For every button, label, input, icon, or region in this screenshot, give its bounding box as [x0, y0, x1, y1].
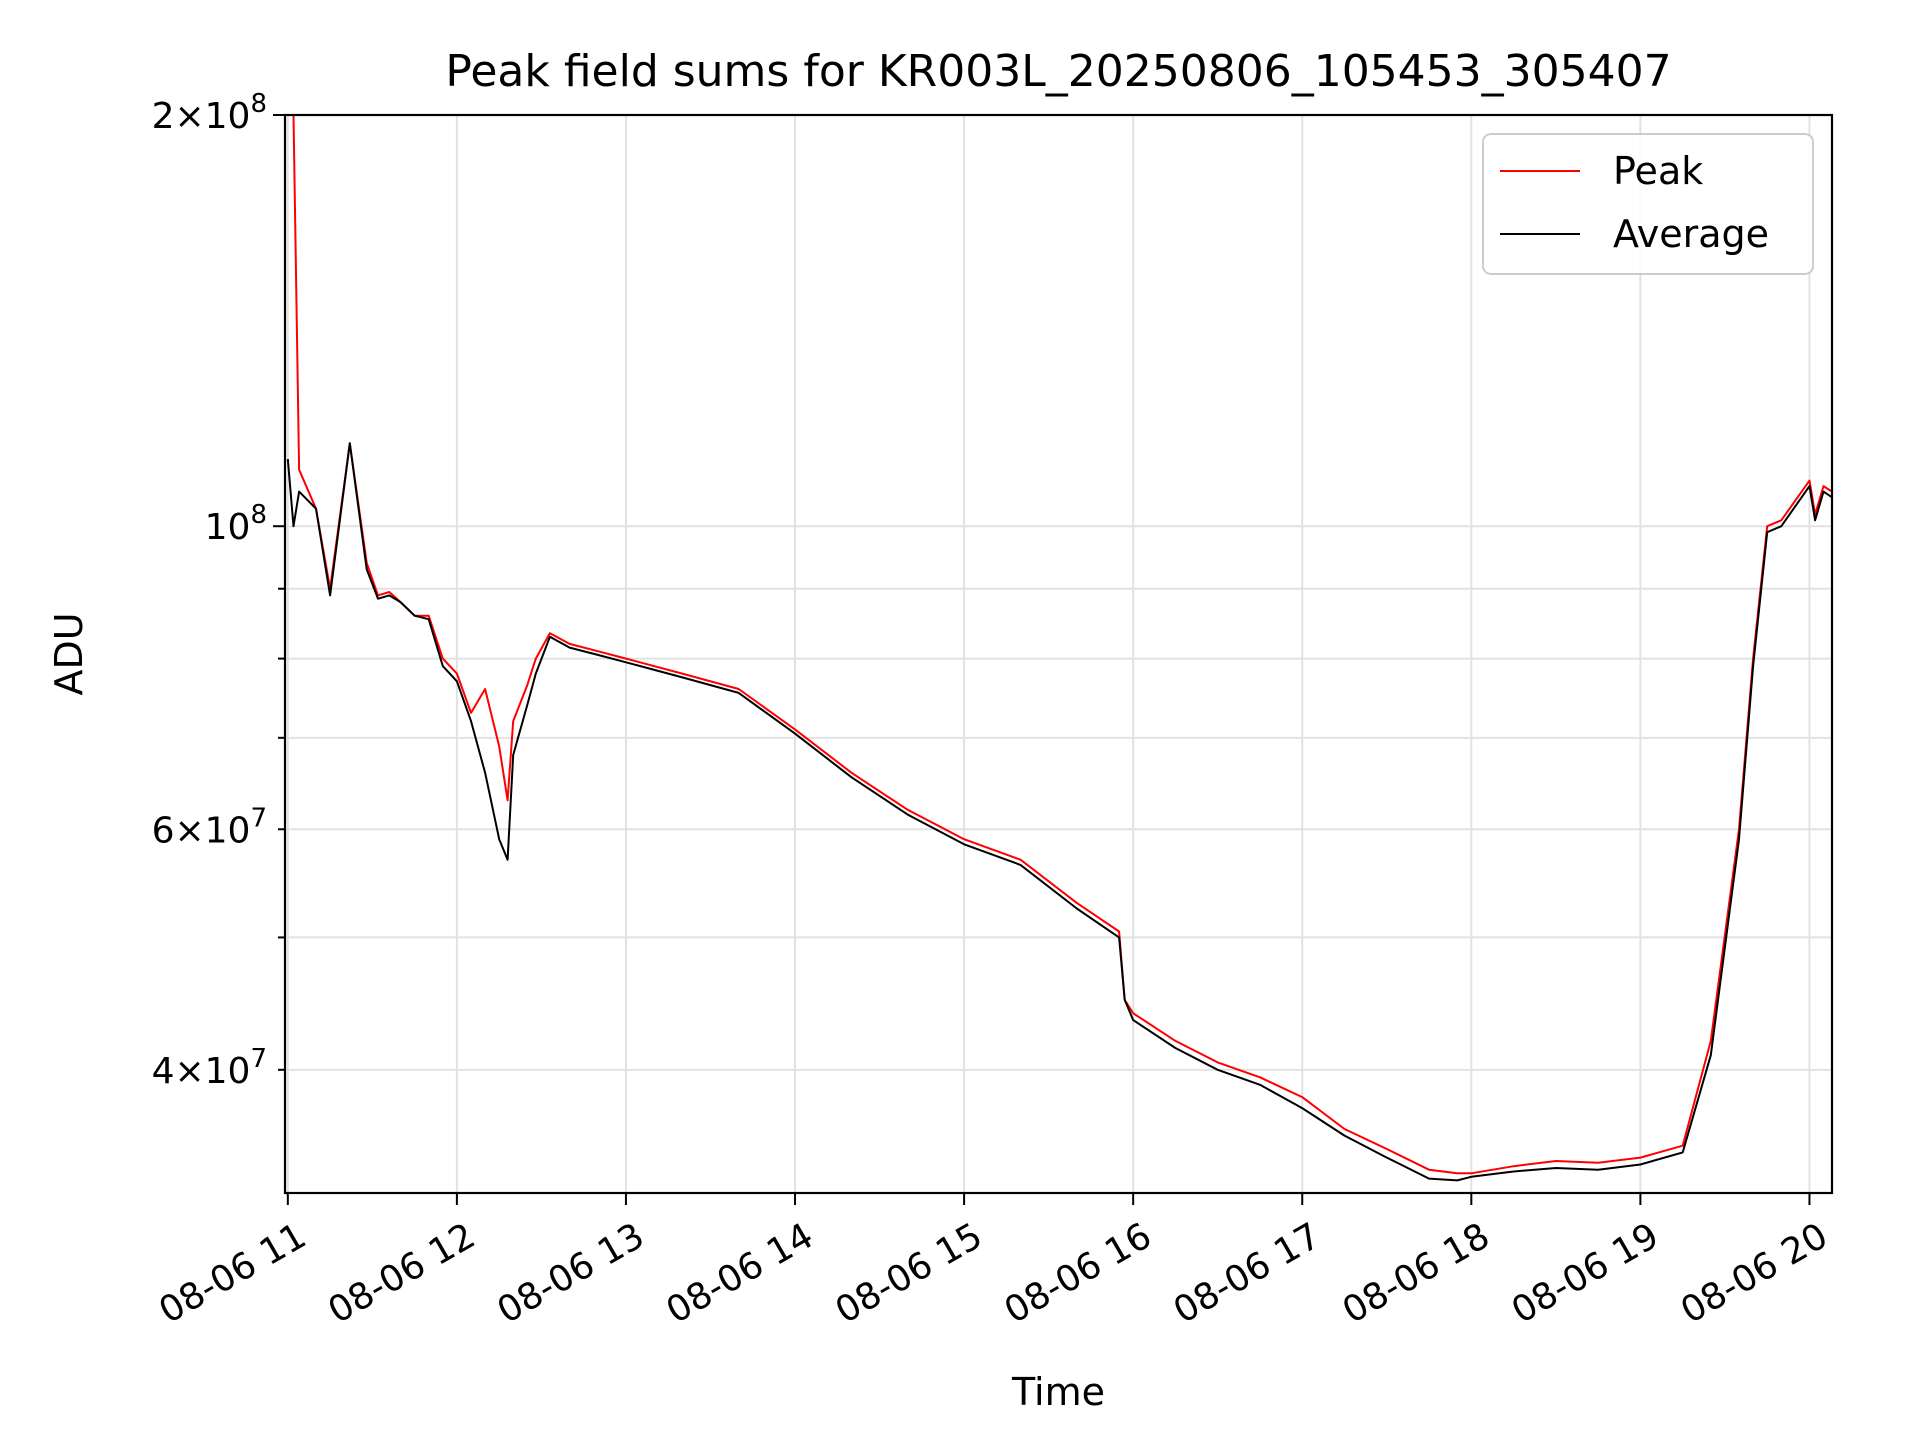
y-tick-times: ×10: [174, 1051, 250, 1092]
legend-box: [1482, 133, 1814, 275]
grid-lines: [285, 114, 1832, 1193]
y-tick-base: 10: [205, 507, 251, 548]
y-tick-exponent: 7: [250, 1044, 267, 1074]
y-tick-mantissa: 2: [152, 96, 175, 137]
legend: Peak Average: [1482, 133, 1814, 275]
y-axis-label: ADU: [47, 612, 91, 695]
series-line-average: [286, 442, 1833, 1182]
y-tick-mantissa: 6: [152, 810, 175, 851]
y-tick-mantissa: 4: [152, 1051, 175, 1092]
legend-label-average: Average: [1613, 212, 1769, 256]
series-lines: [286, 114, 1833, 1182]
y-tick-label: 4×107: [152, 1044, 267, 1092]
y-tick-label: 6×107: [152, 803, 267, 851]
plot-frame: [283, 113, 1834, 1195]
chart-title: Peak field sums for KR003L_20250806_1054…: [445, 46, 1671, 97]
y-tick-times: ×10: [174, 810, 250, 851]
y-tick-label: 2×108: [152, 89, 267, 137]
y-tick-times: ×10: [174, 96, 250, 137]
y-tick-exponent: 8: [250, 500, 267, 530]
y-tick-exponent: 7: [250, 803, 267, 833]
x-axis-label: Time: [1011, 1370, 1105, 1414]
y-tick-exponent: 8: [250, 89, 267, 119]
legend-label-peak: Peak: [1613, 149, 1703, 193]
y-tick-label: 108: [205, 500, 267, 548]
